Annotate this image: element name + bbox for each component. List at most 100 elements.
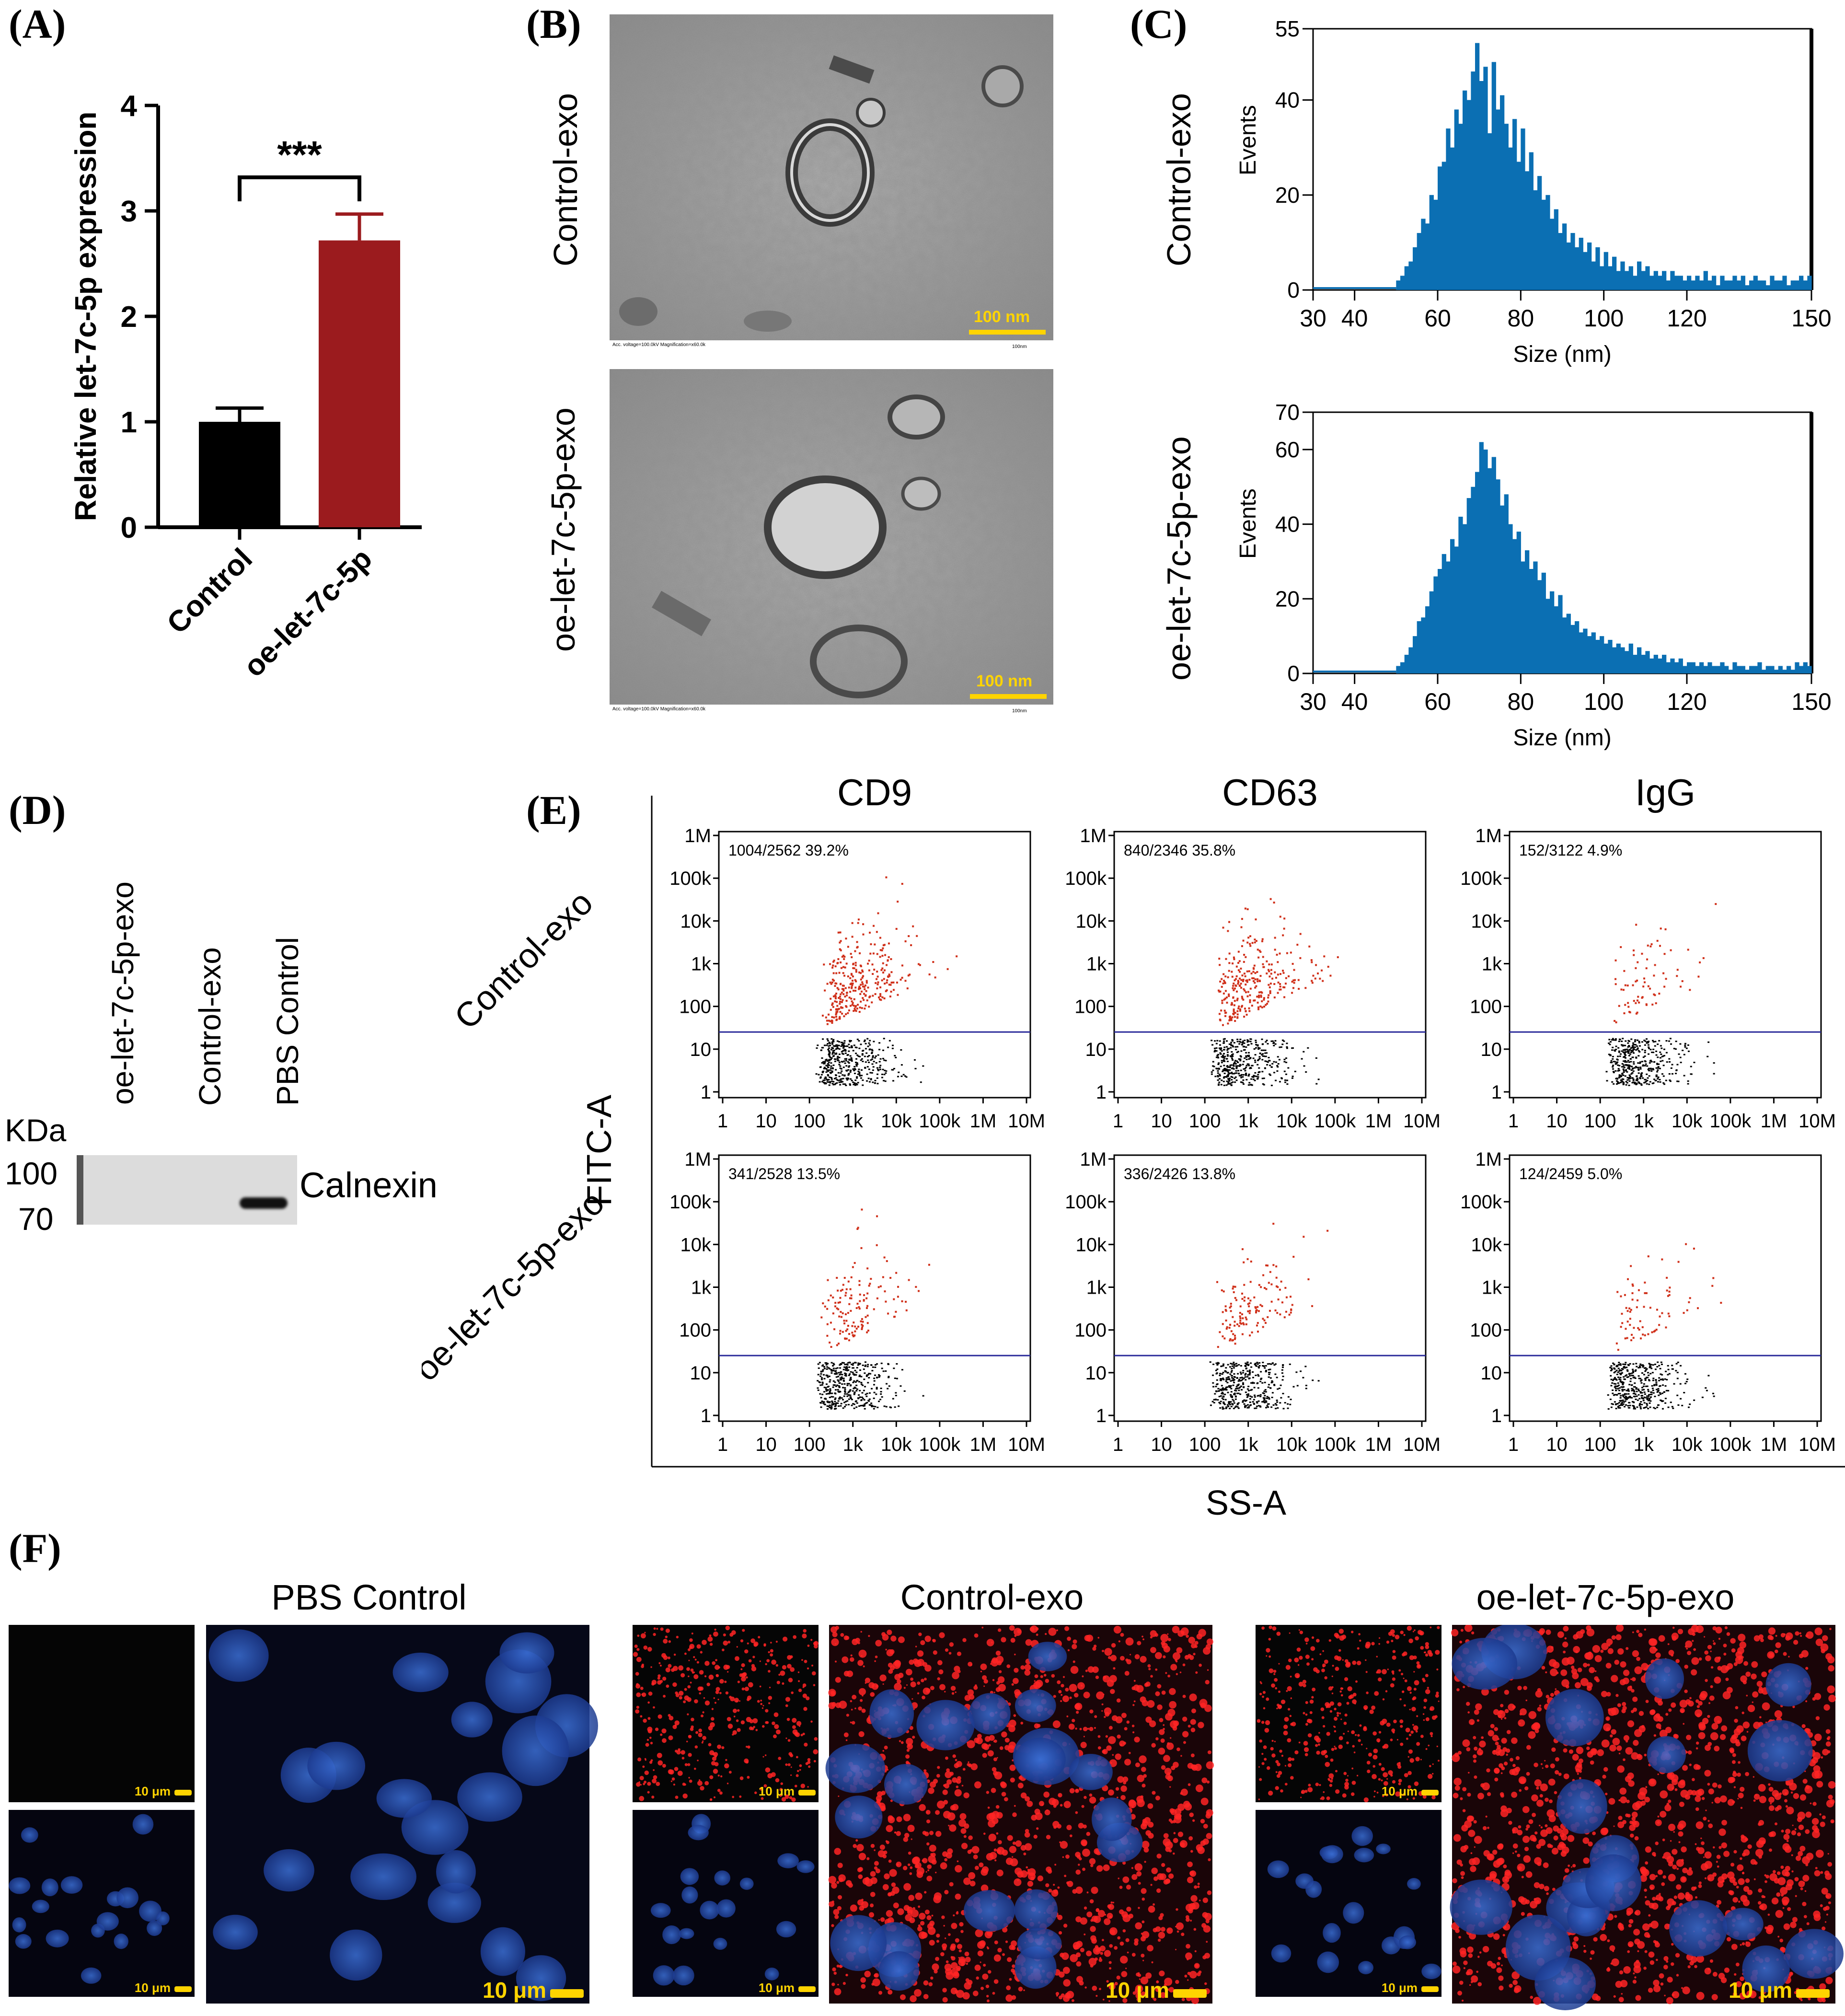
e-negative-dot [1640,1382,1643,1384]
e-negative-dot [1646,1385,1649,1387]
c1-bin [1782,670,1787,673]
e-negative-dot [842,1399,844,1401]
f-red-puncta [936,1774,940,1778]
e-positive-dot [1681,980,1684,982]
e-negative-dot [1624,1049,1626,1051]
c0-bin [1521,128,1525,290]
e-negative-dot [891,1069,893,1071]
e-positive-dot [1268,1309,1271,1312]
f-red-puncta [787,1664,792,1669]
e-negative-dot [1248,1054,1250,1056]
e-negative-dot [1221,1388,1223,1390]
e-negative-dot [817,1380,819,1382]
f-red-puncta [635,1709,640,1714]
e-negative-dot [1234,1390,1236,1391]
f-red-puncta [751,1666,757,1671]
f-red-puncta [696,1661,699,1664]
e-negative-dot [1632,1370,1634,1372]
e-negative-dot [1277,1056,1279,1058]
e-negative-dot [1612,1066,1614,1068]
f-group-title-oe: oe-let-7c-5p-exo [1476,1577,1735,1617]
e-negative-dot [839,1396,841,1398]
e-negative-dot [1667,1365,1669,1367]
e-negative-dot [865,1052,868,1054]
e-positive-dot [1629,1318,1631,1320]
e-negative-dot [1247,1075,1250,1077]
e-negative-dot [864,1055,866,1057]
e-negative-dot [1240,1365,1242,1367]
e-negative-dot [1673,1048,1675,1050]
e-positive-dot [1288,975,1290,977]
c1-bin [1491,457,1496,673]
e-positive-dot [1626,985,1629,987]
c0-ytick-label: 40 [1275,88,1300,113]
e-positive-dot [1231,971,1233,973]
e-negative-dot [1632,1388,1634,1390]
e-negative-dot [834,1401,836,1402]
e-negative-dot [1232,1040,1234,1042]
e-negative-dot [1654,1395,1656,1397]
e-negative-dot [1641,1049,1644,1051]
e-positive-dot [862,1321,864,1323]
e-negative-dot [1617,1364,1620,1366]
e-negative-dot [851,1046,853,1048]
e-positive-dot [1637,1327,1639,1329]
e-positive-dot [838,1008,840,1010]
e-negative-dot [1641,1364,1644,1366]
e-xtick-label: 1 [1508,1111,1519,1132]
e-positive-dot [1283,917,1286,920]
f-red-puncta [1108,1903,1114,1910]
e-negative-dot [1626,1374,1628,1376]
c1-bin [1703,666,1708,673]
c0-bin [1508,147,1513,290]
c0-bin [1587,242,1592,290]
e-negative-dot [1248,1082,1251,1084]
f-red-puncta [811,1664,814,1667]
e-positive-dot [838,1315,841,1318]
f-red-puncta [711,1708,714,1710]
e-negative-dot [1237,1070,1239,1072]
e-positive-dot [1636,1306,1638,1309]
e-negative-dot [1655,1389,1658,1390]
e-positive-dot [846,994,848,996]
e-positive-dot [849,991,852,993]
e-positive-dot [1261,938,1264,940]
e-negative-dot [1226,1382,1229,1384]
e-negative-dot [1244,1070,1246,1072]
e-negative-dot [840,1379,842,1381]
f-nucleus [60,1876,83,1894]
f-nucleus [114,1934,128,1949]
c1-bin [1637,647,1642,673]
e-positive-dot [1235,975,1238,977]
f-red-puncta [782,1636,788,1642]
e-negative-dot [1619,1407,1621,1409]
e-negative-dot [844,1406,846,1408]
e-positive-dot [873,1308,875,1310]
e-ytick-label: 1M [684,825,711,846]
f-red-puncta [736,1646,738,1648]
e-negative-dot [891,1044,894,1046]
f-red-puncta [639,1796,645,1801]
e-positive-dot [1261,1305,1263,1308]
e-negative-dot [1636,1045,1638,1047]
e-positive-dot [1260,991,1262,993]
e-negative-dot [1647,1372,1649,1374]
e-positive-dot [897,1286,899,1288]
e-negative-dot [881,1073,884,1075]
e-positive-dot [854,1005,857,1007]
e-negative-dot [1234,1046,1237,1048]
e-positive-dot [906,987,909,990]
e-positive-dot [1659,1315,1661,1318]
f-red-puncta [642,1765,645,1768]
e-negative-dot [1257,1366,1260,1368]
f-red-puncta [741,1676,746,1682]
e-negative-dot [1620,1079,1622,1081]
c1-bin [1496,479,1500,673]
e-negative-dot [845,1366,848,1368]
e-positive-dot [854,979,856,981]
e-negative-dot [1235,1388,1237,1390]
e-negative-dot [1228,1402,1230,1404]
e-negative-dot [892,1080,895,1082]
e-positive-dot [1635,1012,1637,1015]
e-negative-dot [1283,1040,1285,1042]
